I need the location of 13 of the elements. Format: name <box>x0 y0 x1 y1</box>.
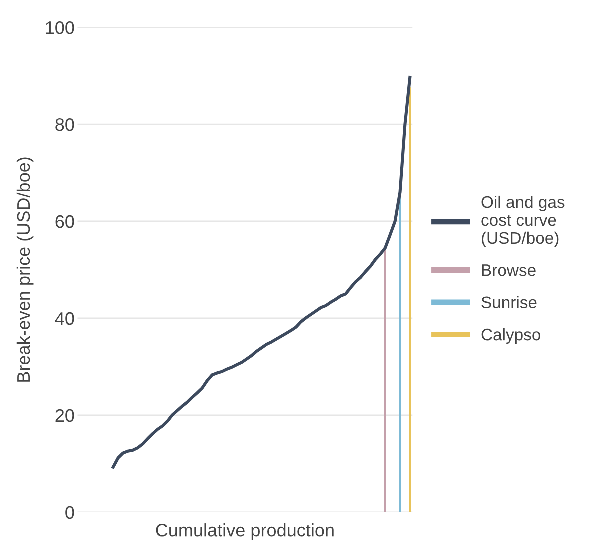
line-series <box>112 76 412 469</box>
legend-label: Calypso <box>482 328 540 344</box>
legend-label: Browse <box>482 264 536 276</box>
y-axis-title: Break-even price (USD/boe) <box>16 158 34 382</box>
legend-label: Oil and gas cost curve (USD/boe) <box>482 196 565 248</box>
y-tick-label: 0 <box>66 506 74 520</box>
y-tick-label: 80 <box>56 118 74 132</box>
y-tick-label: 100 <box>46 21 74 34</box>
x-axis-title: Cumulative production <box>156 524 334 540</box>
legend-label: Sunrise <box>482 296 537 309</box>
y-tick-label: 20 <box>56 409 74 422</box>
y-tick-label: 60 <box>56 215 74 228</box>
y-tick-label: 40 <box>55 312 74 326</box>
